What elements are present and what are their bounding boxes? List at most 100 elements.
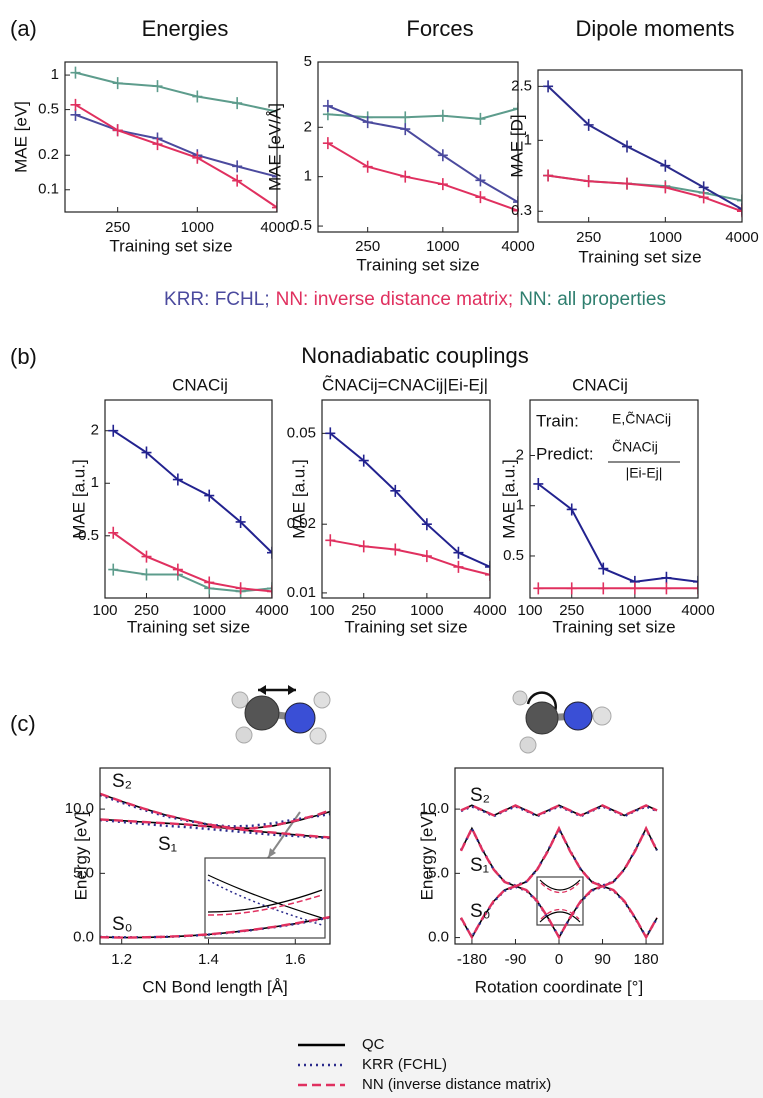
panel-label: (b) (10, 344, 37, 369)
y-tick-label: 0.01 (287, 584, 316, 601)
x-tick-label: 4000 (473, 602, 506, 619)
chart-title: C̃NACij=CNACij|Ei-Ej| (322, 375, 488, 395)
point-marker (622, 177, 633, 190)
plot-frame (529, 399, 699, 599)
point-marker (70, 66, 81, 79)
x-tick-label: 1000 (426, 238, 459, 255)
plot-frame (64, 61, 278, 213)
series-line (75, 71, 277, 113)
y-tick-label: 0.3 (511, 202, 532, 219)
legend-entry: KRR: FCHL; (164, 289, 270, 310)
x-tick-label: 4000 (725, 229, 758, 246)
state-label: S₀ (112, 914, 133, 935)
panel-label: (c) (10, 711, 36, 736)
plot-area (459, 804, 659, 940)
plot-frame (537, 69, 743, 223)
x-tick-label: 100 (309, 602, 334, 619)
point-marker (112, 124, 123, 137)
point-marker (485, 560, 490, 573)
x-tick-label: 180 (634, 951, 659, 968)
point-marker (272, 201, 277, 212)
y-tick-label: 0.5 (291, 217, 312, 234)
x-tick-label: 1000 (193, 602, 226, 619)
x-tick-label: 250 (134, 602, 159, 619)
plot-area (100, 792, 330, 939)
y-tick-label: 2 (91, 422, 99, 439)
legend-a: KRR: FCHL; NN: inverse distance matrix; NN… (164, 289, 666, 310)
y-tick-label: 0.0 (73, 929, 94, 946)
point-marker (421, 518, 432, 531)
y-tick-label: 0.5 (78, 527, 99, 544)
plot-frame (454, 767, 664, 945)
point-marker (172, 563, 183, 576)
chart-title: Dipole moments (576, 16, 735, 41)
energy-curve (100, 818, 330, 839)
x-tick-label: 100 (92, 602, 117, 619)
y-tick-label: 0.5 (38, 101, 59, 118)
section-title: Nonadiabatic couplings (301, 343, 529, 368)
point-marker (693, 582, 698, 595)
state-label: S₀ (470, 901, 491, 922)
x-tick-label: 250 (105, 219, 130, 236)
point-marker (737, 205, 742, 218)
energy-curve (100, 915, 330, 939)
point-marker (272, 105, 277, 118)
point-marker (235, 515, 246, 528)
series-line (547, 174, 742, 213)
chart-title: CNACij (572, 375, 628, 394)
energy-curve (100, 818, 330, 840)
plot-area (533, 477, 698, 595)
point-marker (362, 116, 373, 129)
x-tick-label: 1.6 (285, 951, 306, 968)
y-axis-label: Energy [eV] (417, 812, 436, 901)
y-tick-label: 2 (516, 446, 524, 463)
series-line (112, 531, 272, 593)
point-marker (192, 90, 203, 103)
annotation: |Ei-Ej| (626, 465, 663, 481)
x-tick-label: -90 (505, 951, 527, 968)
point-marker (533, 477, 544, 490)
point-marker (400, 123, 411, 136)
panel-label: (a) (10, 16, 37, 41)
legend-label: KRR (FCHL) (362, 1056, 447, 1073)
state-label: S₂ (470, 785, 490, 806)
x-axis-label: Training set size (578, 247, 701, 266)
point-marker (70, 98, 81, 111)
x-axis-label: Training set size (344, 617, 467, 636)
y-tick-label: 5.0 (73, 864, 94, 881)
y-axis-label: MAE [eV] (11, 101, 30, 173)
plot-frame (317, 61, 519, 233)
x-tick-label: 4000 (260, 219, 293, 236)
point-marker (204, 576, 215, 589)
x-axis-label: CN Bond length [Å] (142, 977, 288, 996)
series-line (547, 85, 742, 211)
y-axis-label: MAE [eV/Å] (265, 103, 284, 191)
point-marker (272, 170, 277, 183)
y-tick-label: 2 (304, 118, 312, 135)
x-axis-label: Rotation coordinate [°] (475, 977, 643, 996)
series-line (327, 142, 518, 212)
inset-rotation (536, 876, 584, 926)
state-label: S₁ (158, 834, 177, 855)
point-marker (566, 582, 577, 595)
inset-bond (204, 811, 326, 939)
y-tick-label: 1 (304, 168, 312, 185)
point-marker (152, 80, 163, 93)
point-marker (235, 582, 246, 595)
plot-area (325, 427, 490, 581)
x-axis-label: Training set size (127, 617, 250, 636)
point-marker (660, 181, 671, 194)
point-marker (141, 550, 152, 563)
chart-title: Energies (142, 16, 229, 41)
series-line (74, 103, 277, 209)
point-marker (698, 191, 709, 204)
x-tick-label: 90 (594, 951, 611, 968)
series-line (330, 539, 490, 576)
x-tick-label: -180 (457, 951, 487, 968)
plot-area (108, 424, 272, 598)
x-tick-label: 1000 (649, 229, 682, 246)
point-marker (400, 111, 411, 124)
series-line (75, 113, 277, 178)
y-axis-label: MAE [a.u.] (69, 459, 88, 538)
y-tick-label: 1 (91, 474, 99, 491)
